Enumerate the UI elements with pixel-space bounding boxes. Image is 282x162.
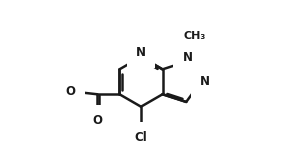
Text: N: N: [183, 51, 193, 64]
Text: N: N: [201, 75, 210, 88]
Text: O: O: [92, 114, 102, 127]
Text: CH₃: CH₃: [183, 31, 206, 41]
Text: N: N: [136, 46, 146, 59]
Text: Cl: Cl: [135, 131, 147, 144]
Text: O: O: [66, 85, 76, 98]
